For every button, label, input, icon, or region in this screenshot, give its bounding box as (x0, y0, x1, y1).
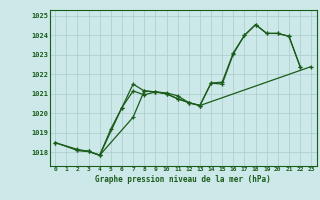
X-axis label: Graphe pression niveau de la mer (hPa): Graphe pression niveau de la mer (hPa) (95, 175, 271, 184)
